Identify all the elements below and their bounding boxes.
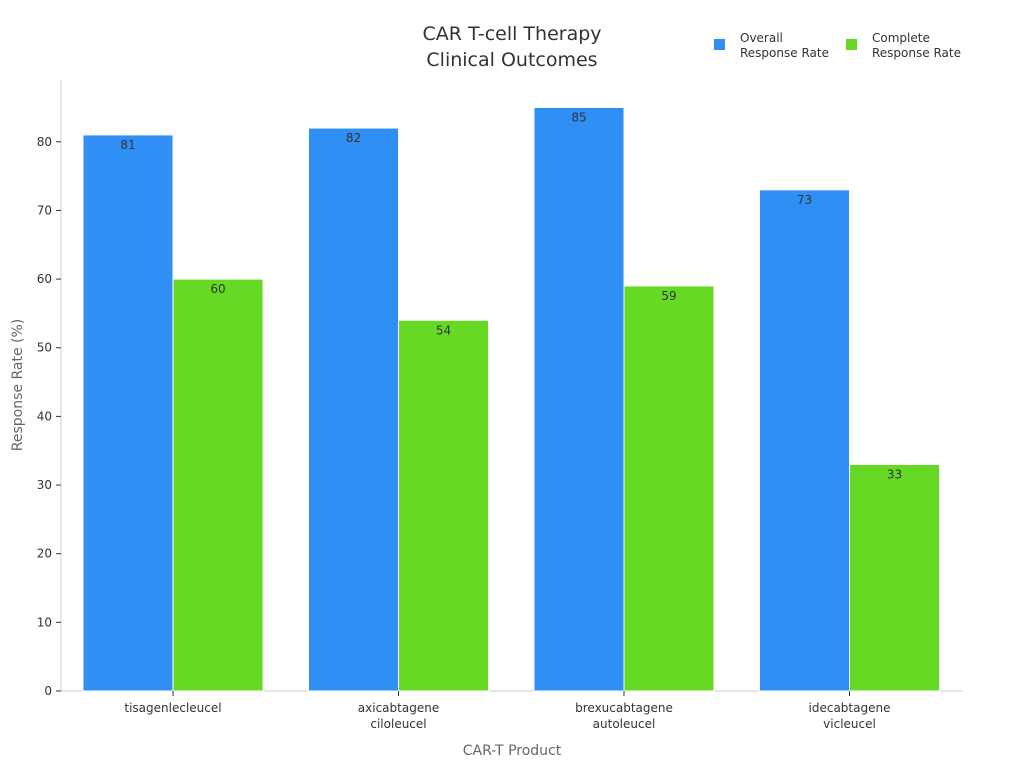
x-tick-label: autoleucel <box>593 717 656 731</box>
bar-value-label: 33 <box>887 467 902 481</box>
x-tick-label: tisagenlecleucel <box>124 701 221 715</box>
bar-value-label: 54 <box>436 323 451 337</box>
legend-label: Overall <box>740 31 783 45</box>
bar-value-label: 60 <box>210 282 225 296</box>
chart-title: CAR T-cell Therapy Clinical Outcomes <box>422 23 601 71</box>
bar <box>759 189 850 692</box>
x-axis-ticks: tisagenlecleucel axicabtagene ciloleucel br… <box>124 691 890 731</box>
x-tick-label: brexucabtagene <box>575 701 673 715</box>
bar-value-label: 85 <box>571 110 586 124</box>
x-tick-label: vicleucel <box>823 717 876 731</box>
bar <box>849 463 940 692</box>
y-tick-label: 70 <box>37 203 52 217</box>
y-tick-label: 20 <box>37 547 52 561</box>
bar-value-label: 82 <box>346 131 361 145</box>
y-tick-label: 60 <box>37 272 52 286</box>
legend-label: Complete <box>872 31 930 45</box>
bar <box>172 278 264 692</box>
bar <box>398 319 489 692</box>
y-tick-label: 0 <box>44 684 52 698</box>
y-tick-label: 40 <box>37 409 52 423</box>
y-tick-label: 30 <box>37 478 52 492</box>
chart-title-line: Clinical Outcomes <box>426 49 597 71</box>
bar <box>82 134 174 692</box>
bar <box>308 127 399 692</box>
y-tick-label: 10 <box>37 615 52 629</box>
x-tick-label: ciloleucel <box>370 717 426 731</box>
y-axis-ticks: 0 10 20 30 40 50 60 70 80 <box>37 135 61 698</box>
bar-value-label: 81 <box>120 138 135 152</box>
y-tick-label: 80 <box>37 135 52 149</box>
bar-value-label: 59 <box>661 289 676 303</box>
x-tick-label: axicabtagene <box>358 701 439 715</box>
bar <box>623 285 715 692</box>
y-tick-label: 50 <box>37 341 52 355</box>
chart-title-line: CAR T-cell Therapy <box>422 23 601 45</box>
x-tick-label: idecabtagene <box>809 701 891 715</box>
bars: 81 60 82 54 85 59 73 33 <box>82 106 940 692</box>
x-axis-title: CAR-T Product <box>463 743 562 759</box>
legend-label: Response Rate <box>872 46 961 60</box>
bar <box>533 106 625 692</box>
legend-label: Response Rate <box>740 46 829 60</box>
bar-value-label: 73 <box>797 193 812 207</box>
y-axis-title: Response Rate (%) <box>10 319 26 451</box>
legend-swatch <box>846 39 857 50</box>
legend-swatch <box>714 39 725 50</box>
